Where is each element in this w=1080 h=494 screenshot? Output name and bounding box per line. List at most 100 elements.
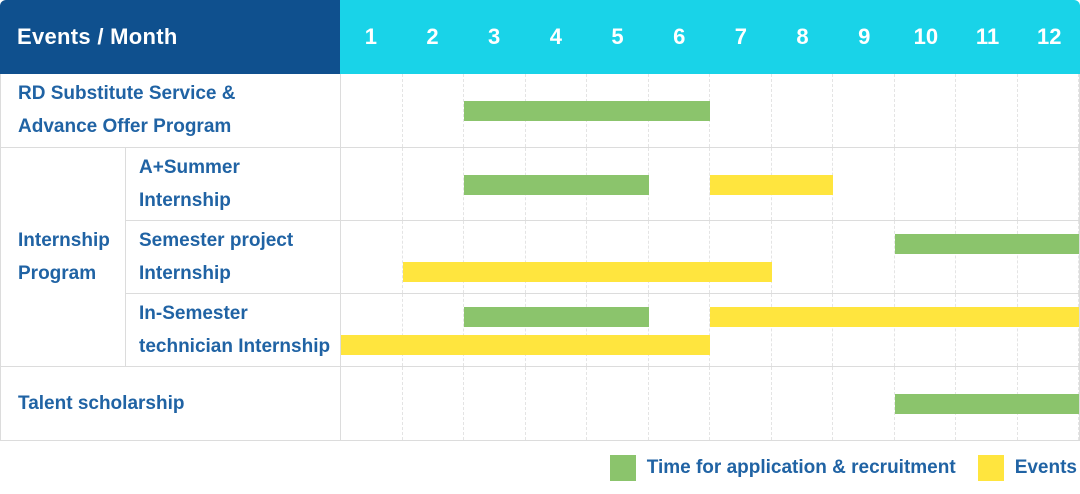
month-gridcell [341, 367, 403, 440]
month-gridcell [464, 220, 526, 294]
gantt-track-talent-scholarship [341, 367, 1079, 440]
month-gridcell [403, 74, 464, 147]
row-label-rd-substitute: RD Substitute Service & Advance Offer Pr… [1, 74, 341, 147]
month-gridcell [1018, 220, 1079, 294]
month-label-10: 10 [913, 24, 939, 49]
month-gridcell [895, 294, 956, 367]
month-label-9: 9 [858, 24, 871, 49]
gantt-bar-application [894, 233, 1079, 254]
month-gridcell [833, 220, 895, 294]
gantt-row-a-plus-summer: A+Summer Internship [126, 147, 1079, 221]
month-gridcell [1018, 74, 1079, 147]
gantt-bar-events [710, 307, 1079, 328]
month-gridcell [772, 367, 833, 440]
month-gridcell [956, 74, 1018, 147]
legend-item-events: Events [977, 454, 1077, 481]
month-gridcell [833, 147, 895, 220]
gantt-bar-application [464, 101, 710, 121]
month-gridcell [710, 294, 772, 367]
month-gridcell [710, 74, 772, 147]
gantt-bar-application [464, 307, 649, 328]
gantt-track-rd-substitute [341, 74, 1079, 147]
legend: Time for application & recruitment Event… [0, 441, 1080, 494]
month-gridcell [895, 220, 956, 294]
month-gridcell [710, 220, 772, 294]
month-gridcell [649, 220, 710, 294]
month-gridcell [833, 294, 895, 367]
month-gridcell [403, 367, 464, 440]
month-header: 1 2 3 4 5 6 7 8 9 10 11 12 [340, 0, 1080, 74]
month-label-5: 5 [611, 24, 624, 49]
row-label-in-semester-technician: In-Semester technician Internship [126, 294, 341, 367]
gantt-grid: RD Substitute Service & Advance Offer Pr… [0, 74, 1080, 441]
month-label-6: 6 [673, 24, 686, 49]
month-gridcell [587, 220, 649, 294]
month-gridcell [587, 294, 649, 367]
month-gridcell [403, 220, 464, 294]
month-gridcell [833, 367, 895, 440]
month-label-8: 8 [796, 24, 809, 49]
gantt-track-semester-project [341, 220, 1079, 294]
month-gridcell [403, 147, 464, 220]
month-label-2: 2 [426, 24, 439, 49]
month-gridcell [587, 367, 649, 440]
gantt-track-in-semester-technician [341, 294, 1079, 367]
month-label-4: 4 [549, 24, 562, 49]
month-gridcell [526, 294, 587, 367]
month-label-3: 3 [488, 24, 501, 49]
events-legend-swatch [977, 454, 1004, 481]
month-gridcell [956, 294, 1018, 367]
gantt-bar-events [710, 174, 833, 195]
gantt-row-rd-substitute: RD Substitute Service & Advance Offer Pr… [1, 74, 1079, 148]
events-legend-label: Events [1014, 456, 1077, 478]
gantt-bar-application [464, 174, 649, 195]
month-gridcell [772, 294, 833, 367]
group-label-internship-program: Internship Program [1, 147, 126, 367]
gantt-track-a-plus-summer [341, 147, 1079, 220]
month-gridcell [341, 74, 403, 147]
gantt-row-semester-project: Semester project Internship [126, 220, 1079, 295]
month-gridcell [710, 367, 772, 440]
month-gridcell [895, 147, 956, 220]
month-gridcell [526, 220, 587, 294]
month-gridcell [1018, 147, 1079, 220]
month-gridcell [1018, 294, 1079, 367]
month-gridcell [956, 147, 1018, 220]
application-legend-label: Time for application & recruitment [646, 456, 956, 478]
month-gridcell [956, 220, 1018, 294]
events-month-header-cell: Events / Month [0, 0, 340, 74]
row-label-semester-project: Semester project Internship [126, 220, 341, 294]
month-label-7: 7 [734, 24, 747, 49]
month-gridcell [341, 220, 403, 294]
gantt-bar-application [894, 394, 1079, 415]
month-gridcell [341, 294, 403, 367]
table-header: Events / Month 1 2 3 4 5 6 7 8 9 10 11 12 [0, 0, 1080, 74]
month-gridcell [464, 294, 526, 367]
month-gridcell [649, 294, 710, 367]
gantt-bar-events [402, 261, 772, 282]
gantt-bar-events [341, 335, 710, 356]
row-label-a-plus-summer: A+Summer Internship [126, 147, 341, 220]
month-gridcell [526, 367, 587, 440]
month-label-11: 11 [975, 24, 1000, 49]
gantt-row-in-semester-technician: In-Semester technician Internship [126, 294, 1079, 367]
legend-item-application: Time for application & recruitment [609, 454, 956, 481]
month-gridcell [772, 74, 833, 147]
internship-program-group: Internship Program A+Summer Internship S… [1, 147, 1079, 368]
month-gridcell [403, 294, 464, 367]
month-gridcell [649, 367, 710, 440]
page-title: Events / Month [17, 24, 178, 49]
month-gridcell [649, 147, 710, 220]
month-gridcell [895, 74, 956, 147]
month-label-1: 1 [364, 24, 377, 49]
month-gridcell [772, 220, 833, 294]
month-label-12: 12 [1036, 24, 1062, 49]
row-label-talent-scholarship: Talent scholarship [1, 367, 341, 440]
month-gridcell [464, 367, 526, 440]
month-gridcell [341, 147, 403, 220]
gantt-row-talent-scholarship: Talent scholarship [1, 367, 1079, 440]
month-gridcell [833, 74, 895, 147]
application-legend-swatch [609, 454, 636, 481]
internship-program-rows: A+Summer Internship Semester project Int… [126, 147, 1079, 367]
